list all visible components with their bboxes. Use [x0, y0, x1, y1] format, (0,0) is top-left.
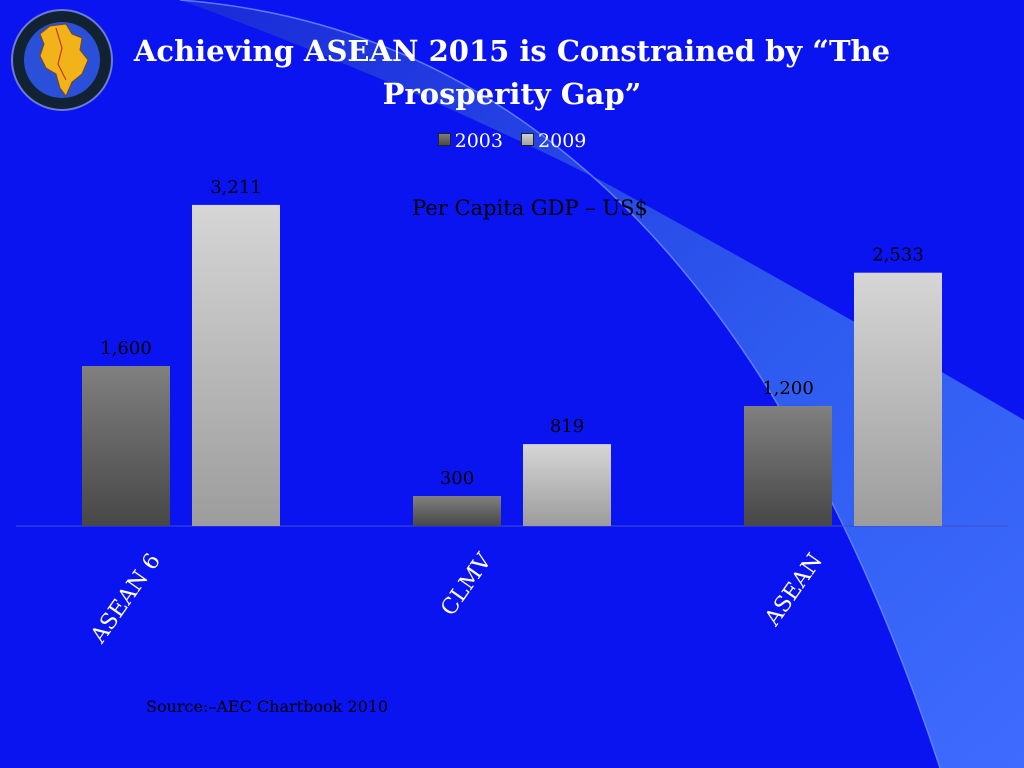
category-label-clmv: CLMV [436, 548, 497, 620]
map-logo-icon [11, 9, 113, 111]
source-note: Source:–AEC Chartbook 2010 [146, 697, 389, 716]
data-label-2003-clmv: 300 [440, 468, 474, 489]
legend-label-2003: 2003 [454, 130, 503, 152]
legend-item-2009: 2009 [521, 130, 586, 152]
bar-2009-clmv [523, 444, 611, 526]
category-label-asean-6: ASEAN 6 [86, 549, 166, 649]
data-label-2009-asean-6: 3,211 [210, 177, 262, 198]
legend-label-2009: 2009 [538, 130, 587, 152]
bar-2003-asean-6 [82, 366, 170, 526]
legend-swatch-2009 [521, 133, 535, 146]
data-label-2009-asean: 2,533 [872, 245, 924, 266]
bar-2009-asean [854, 272, 942, 526]
data-label-2009-clmv: 819 [550, 416, 584, 437]
chart-legend: 2003 2009 [0, 130, 1024, 152]
slide-title: Achieving ASEAN 2015 is Constrained by “… [133, 34, 891, 111]
category-label-asean: ASEAN [760, 549, 828, 631]
legend-item-2003: 2003 [437, 130, 503, 152]
bar-2003-clmv [413, 496, 501, 526]
bar-2003-asean [744, 406, 832, 526]
data-label-2003-asean-6: 1,600 [100, 338, 152, 359]
data-label-2003-asean: 1,200 [762, 378, 814, 399]
legend-swatch-2003 [437, 133, 451, 146]
bar-2009-asean-6 [192, 204, 280, 526]
chart-title: Per Capita GDP – US$ [412, 196, 648, 220]
